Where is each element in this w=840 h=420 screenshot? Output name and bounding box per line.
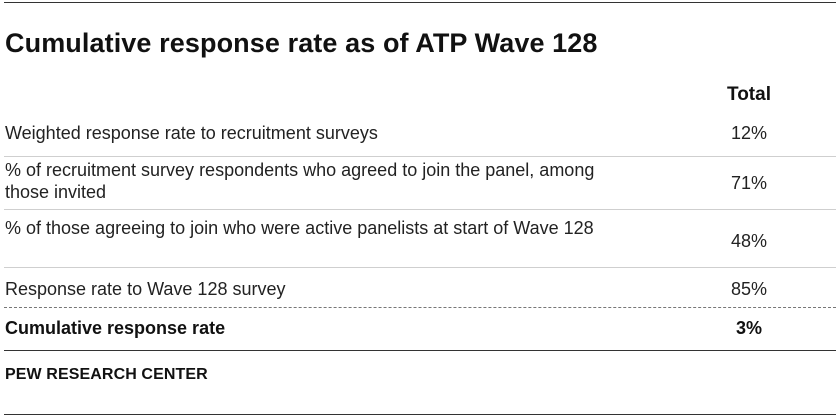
- row-label: % of those agreeing to join who were act…: [5, 218, 594, 238]
- table-row: Response rate to Wave 128 survey 85%: [4, 268, 836, 308]
- top-rule: [4, 2, 836, 3]
- source-credit: PEW RESEARCH CENTER: [5, 366, 208, 383]
- row-label: % of recruitment survey respondents who …: [5, 160, 595, 202]
- summary-value: 3%: [735, 318, 762, 338]
- column-header-total: Total: [727, 84, 771, 105]
- bottom-rule: [4, 414, 836, 415]
- figure-title: Cumulative response rate as of ATP Wave …: [5, 28, 598, 58]
- row-label: Weighted response rate to recruitment su…: [5, 123, 378, 143]
- footer-rule: [4, 350, 836, 351]
- row-label: Response rate to Wave 128 survey: [5, 279, 286, 299]
- summary-label: Cumulative response rate: [5, 318, 226, 338]
- figure: Cumulative response rate as of ATP Wave …: [4, 0, 836, 420]
- summary-row: Cumulative response rate 3%: [4, 308, 836, 348]
- row-value: 12%: [730, 123, 768, 143]
- table-row: % of recruitment survey respondents who …: [4, 157, 836, 210]
- row-value: 85%: [730, 279, 768, 299]
- row-value: 71%: [730, 173, 768, 193]
- table-row: Weighted response rate to recruitment su…: [4, 112, 836, 157]
- row-value: 48%: [730, 231, 768, 251]
- table-row: % of those agreeing to join who were act…: [4, 210, 836, 268]
